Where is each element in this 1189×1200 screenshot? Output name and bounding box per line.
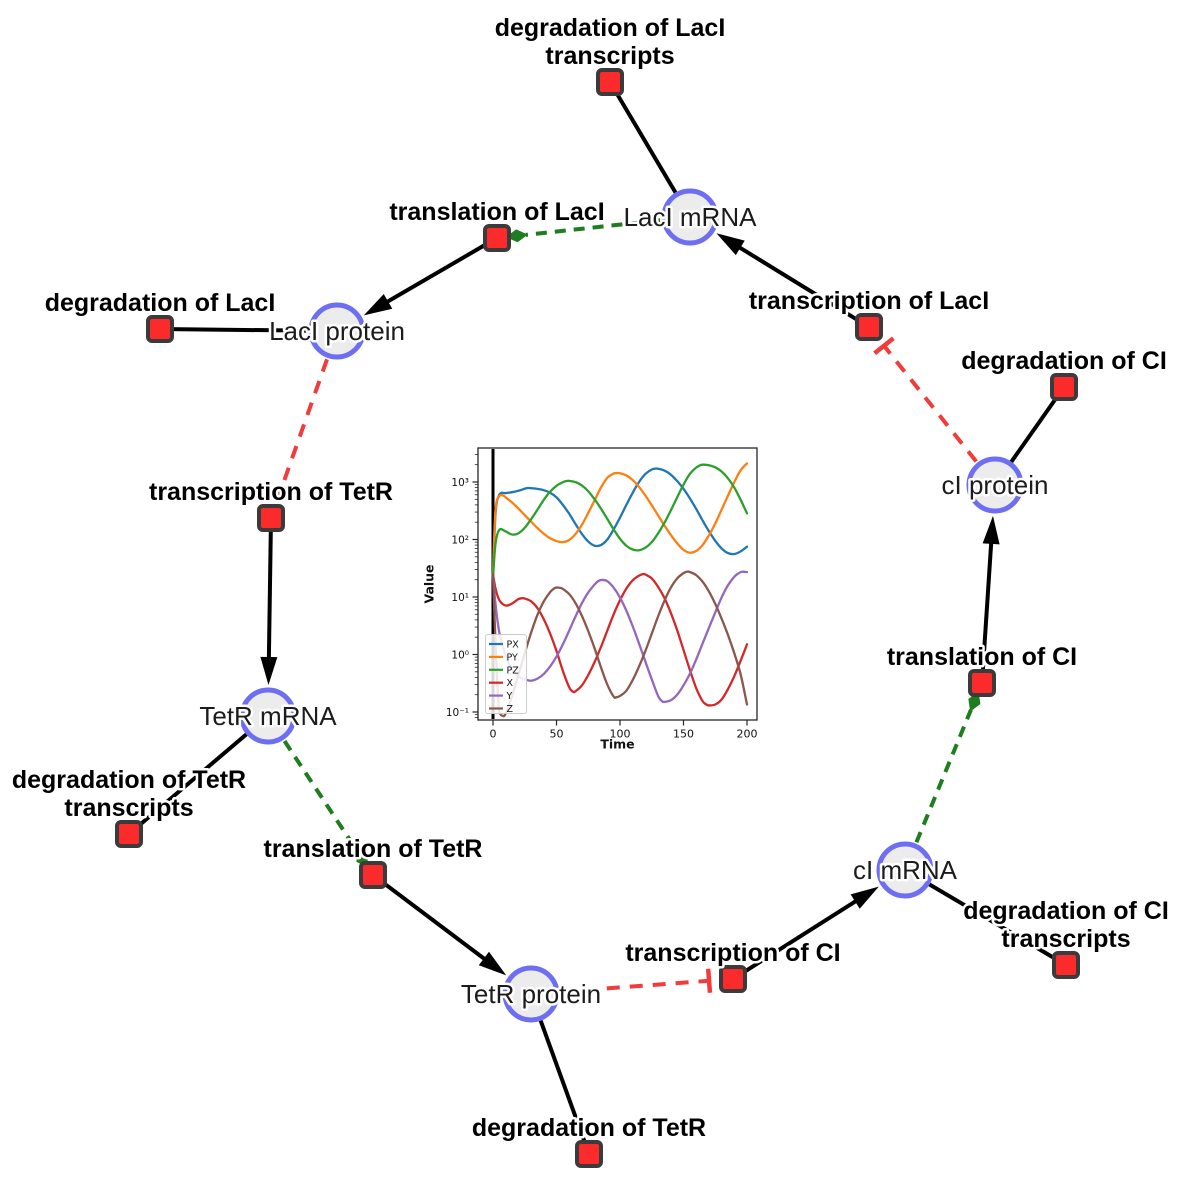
- series-Y-line: [491, 570, 749, 704]
- edge-transl_laci-laci_protein: [363, 243, 486, 316]
- edge-tetr_protein-txn_ci: [560, 968, 713, 994]
- species-node-tetr_protein[interactable]: [502, 965, 560, 1023]
- x-tick-label: 150: [673, 728, 694, 741]
- legend-label-PZ: PZ: [507, 665, 520, 676]
- series-PX-line: [491, 467, 749, 581]
- reaction-node-deg_laci_tx[interactable]: [596, 68, 624, 96]
- legend-label-X: X: [507, 678, 514, 689]
- labels-layer: LacI mRNA LacI protein TetR mRNA TetR prote…: [9, 12, 1171, 1145]
- species-label-ci_protein: cI protein: [942, 470, 1049, 500]
- species-label-tetr_mrna: TetR mRNA: [199, 701, 337, 731]
- x-axis-label: Time: [600, 737, 634, 752]
- x-tick-label: 200: [737, 728, 758, 741]
- reaction-node-deg_tetr[interactable]: [575, 1140, 603, 1168]
- y-axis-label: Value: [422, 564, 437, 603]
- reaction-label-txn_tetr-0: transcription of TetR: [149, 478, 393, 506]
- series-X-line: [491, 572, 749, 707]
- species-node-tetr_mrna[interactable]: [239, 687, 297, 745]
- reaction-label-deg_ci-0: degradation of CI: [961, 347, 1167, 375]
- legend-label-PX: PX: [507, 640, 520, 651]
- reaction-node-txn_ci[interactable]: [719, 965, 747, 993]
- edge-txn_laci-laci_mrna: [716, 233, 859, 322]
- species-node-ci_protein[interactable]: [966, 456, 1024, 514]
- species-label-ci_mrna: cI mRNA: [853, 855, 958, 885]
- edge-ci_protein-txn_laci: [873, 336, 978, 463]
- reaction-node-deg_ci_tx[interactable]: [1052, 951, 1080, 979]
- x-tick-label: 0: [490, 728, 497, 741]
- reaction-label-deg_tetr_tx-0: degradation of TetR: [12, 766, 246, 794]
- reaction-label-transl_ci-0: translation of CI: [887, 643, 1077, 671]
- axes-frame: [477, 447, 758, 721]
- species-node-ci_mrna[interactable]: [876, 841, 934, 899]
- legend-label-Z: Z: [507, 704, 514, 715]
- edge-txn_ci-ci_mrna: [743, 886, 879, 974]
- x-tick-label: 50: [550, 728, 564, 741]
- reaction-label-transl_tetr-0: translation of TetR: [264, 835, 483, 863]
- y-tick-label: 10¹: [451, 592, 469, 604]
- species-label-tetr_protein: TetR protein: [461, 979, 601, 1009]
- reaction-node-transl_tetr[interactable]: [359, 861, 387, 889]
- nodes-layer: [115, 68, 1080, 1168]
- reaction-label-deg_laci_tx-0: degradation of LacI: [495, 14, 726, 42]
- reaction-label-deg_ci_tx-1: transcripts: [1001, 925, 1130, 953]
- edge-laci_mrna-transl_laci: [505, 218, 661, 243]
- y-tick-label: 10⁰: [451, 650, 469, 662]
- reaction-node-txn_laci[interactable]: [855, 313, 883, 341]
- species-node-laci_mrna[interactable]: [661, 188, 719, 246]
- species-label-laci_mrna: LacI mRNA: [624, 202, 758, 232]
- inset-plot: 0 50 100 150 20010⁻¹10⁰10¹10²10³TimeValuePXP…: [422, 436, 770, 757]
- reaction-label-deg_laci-0: degradation of LacI: [45, 289, 276, 317]
- y-tick-label: 10²: [451, 535, 469, 547]
- edge-transl_tetr-tetr_protein: [382, 881, 507, 976]
- edge-txn_tetr-tetr_mrna: [260, 531, 278, 686]
- edges-layer: [127, 80, 1068, 1155]
- reaction-label-deg_ci_tx-0: degradation of CI: [963, 897, 1169, 925]
- reaction-node-deg_ci[interactable]: [1050, 373, 1078, 401]
- species-node-laci_protein[interactable]: [308, 302, 366, 360]
- series-PY-line: [491, 462, 749, 576]
- y-tick-label: 10³: [451, 477, 469, 489]
- edge-tetr_mrna-deg_tetr_tx: [127, 714, 270, 836]
- reaction-label-transl_laci-0: translation of LacI: [389, 198, 604, 226]
- reaction-node-deg_tetr_tx[interactable]: [115, 820, 143, 848]
- species-label-laci_protein: LacI protein: [269, 316, 405, 346]
- reaction-label-txn_laci-0: transcription of LacI: [749, 287, 989, 315]
- reaction-node-transl_ci[interactable]: [968, 669, 996, 697]
- edge-transl_ci-ci_protein: [980, 515, 1000, 670]
- series-PZ-line: [491, 463, 749, 579]
- reaction-node-deg_laci[interactable]: [146, 315, 174, 343]
- edge-laci_protein-deg_laci: [159, 327, 338, 333]
- edge-ci_mrna-deg_ci_tx: [903, 868, 1068, 967]
- edge-ci_mrna-transl_ci: [914, 691, 981, 844]
- legend-label-Y: Y: [506, 691, 513, 702]
- legend-label-PY: PY: [507, 652, 519, 663]
- reaction-node-txn_tetr[interactable]: [257, 504, 285, 532]
- x-tick-label: 100: [610, 728, 631, 741]
- reaction-node-transl_laci[interactable]: [483, 224, 511, 252]
- edge-laci_protein-txn_tetr: [266, 358, 329, 502]
- reaction-label-txn_ci-0: transcription of CI: [625, 939, 840, 967]
- reaction-label-deg_tetr-0: degradation of TetR: [472, 1114, 706, 1142]
- reaction-label-deg_tetr_tx-1: transcripts: [64, 794, 193, 822]
- reaction-label-deg_laci_tx-1: transcripts: [545, 42, 674, 70]
- y-tick-label: 10⁻¹: [446, 707, 469, 719]
